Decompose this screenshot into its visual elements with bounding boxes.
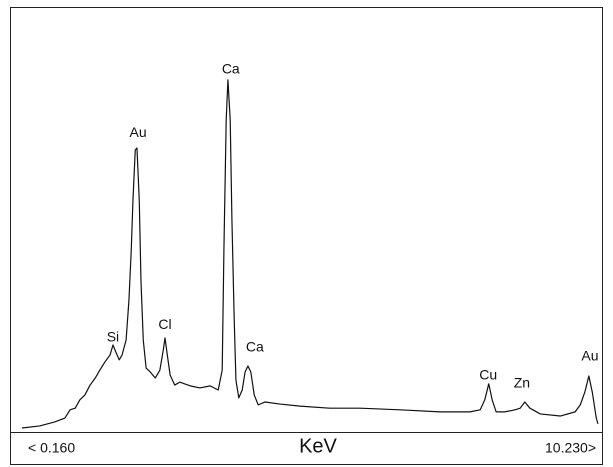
peak-label: Au <box>130 124 147 140</box>
x-axis-label: KeV <box>299 435 337 457</box>
peak-label: Cl <box>158 316 171 332</box>
x-tick-label: < 0.160 <box>28 440 75 456</box>
frame <box>10 7 603 465</box>
peak-label: Ca <box>246 339 264 355</box>
x-tick-label: 10.230> <box>545 440 596 456</box>
peak-label: Ca <box>222 61 240 77</box>
peak-label: Zn <box>514 375 530 391</box>
peak-label: Si <box>107 329 119 345</box>
peak-label: Cu <box>479 367 497 383</box>
peak-label: Au <box>581 348 598 364</box>
spectrum-line <box>21 79 599 429</box>
